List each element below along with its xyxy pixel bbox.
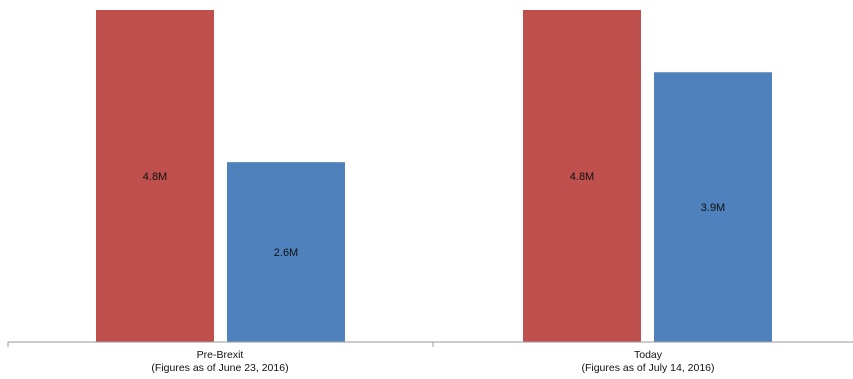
bar-today-series-1 (523, 10, 641, 342)
data-label: 4.8M (143, 171, 167, 183)
data-label: 3.9M (701, 202, 725, 214)
category-name: Today (633, 349, 663, 361)
bar-pre-brexit-series-2 (227, 162, 345, 342)
category-note: (Figures as of June 23, 2016) (151, 362, 289, 374)
data-label: 2.6M (274, 247, 298, 259)
category-label-pre-brexit: Pre-Brexit (Figures as of June 23, 2016) (70, 349, 370, 375)
category-name: Pre-Brexit (196, 349, 244, 361)
data-label: 4.8M (570, 171, 594, 183)
bar-today-series-2 (654, 72, 772, 342)
bars-group (96, 10, 772, 342)
category-note: (Figures as of July 14, 2016) (581, 362, 715, 374)
bar-pre-brexit-series-1 (96, 10, 214, 342)
data-labels-group: 4.8M 4.8M 2.6M 3.9M (143, 171, 725, 259)
category-label-today: Today (Figures as of July 14, 2016) (498, 349, 798, 375)
